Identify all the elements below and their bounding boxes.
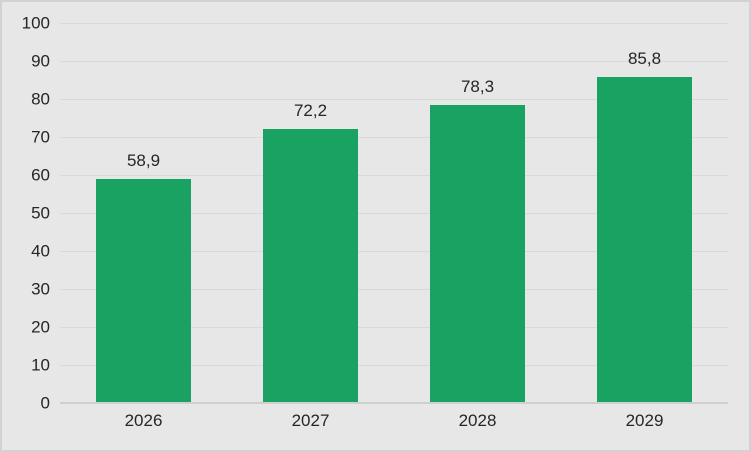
y-tick-label: 0 — [40, 393, 50, 413]
bar-value-label: 85,8 — [627, 48, 662, 68]
y-tick-label: 60 — [31, 165, 50, 185]
x-tick-label: 2028 — [458, 411, 497, 430]
x-tick-label: 2026 — [124, 411, 163, 430]
bars-container: 58,9 72,2 78,3 85,8 — [60, 23, 728, 403]
y-tick-label: 100 — [21, 13, 50, 33]
gridline — [60, 99, 728, 100]
y-tick-label: 20 — [31, 317, 50, 337]
y-tick-label: 30 — [31, 279, 50, 299]
y-tick-label: 90 — [31, 51, 50, 71]
gridline — [60, 175, 728, 176]
y-tick-label: 50 — [31, 203, 50, 223]
y-tick-label: 70 — [31, 127, 50, 147]
x-axis-line — [60, 402, 728, 404]
bar — [96, 179, 191, 403]
x-axis-labels: 2026 2027 2028 2029 — [60, 412, 728, 429]
gridline — [60, 137, 728, 138]
bar-value-label: 72,2 — [293, 100, 328, 120]
bar-slot: 85,8 — [561, 23, 728, 403]
bar-slot: 78,3 — [394, 23, 561, 403]
bar — [597, 76, 692, 403]
bar — [430, 105, 525, 403]
gridline — [60, 23, 728, 24]
bar-value-label: 58,9 — [126, 151, 161, 171]
bar-slot: 58,9 — [60, 23, 227, 403]
y-tick-label: 80 — [31, 89, 50, 109]
bar-value-label: 78,3 — [460, 77, 495, 97]
x-tick-label: 2029 — [625, 411, 664, 430]
gridline — [60, 327, 728, 328]
gridline — [60, 289, 728, 290]
y-axis-labels: 0 10 20 30 40 50 60 70 80 90 100 — [2, 15, 50, 412]
y-tick-label: 10 — [31, 355, 50, 375]
plot-area: 58,9 72,2 78,3 85,8 — [60, 23, 728, 404]
gridline — [60, 251, 728, 252]
gridline — [60, 61, 728, 62]
y-tick-label: 40 — [31, 241, 50, 261]
gridline — [60, 213, 728, 214]
gridline — [60, 365, 728, 366]
bar — [263, 128, 358, 403]
bar-slot: 72,2 — [227, 23, 394, 403]
x-tick-label: 2027 — [291, 411, 330, 430]
